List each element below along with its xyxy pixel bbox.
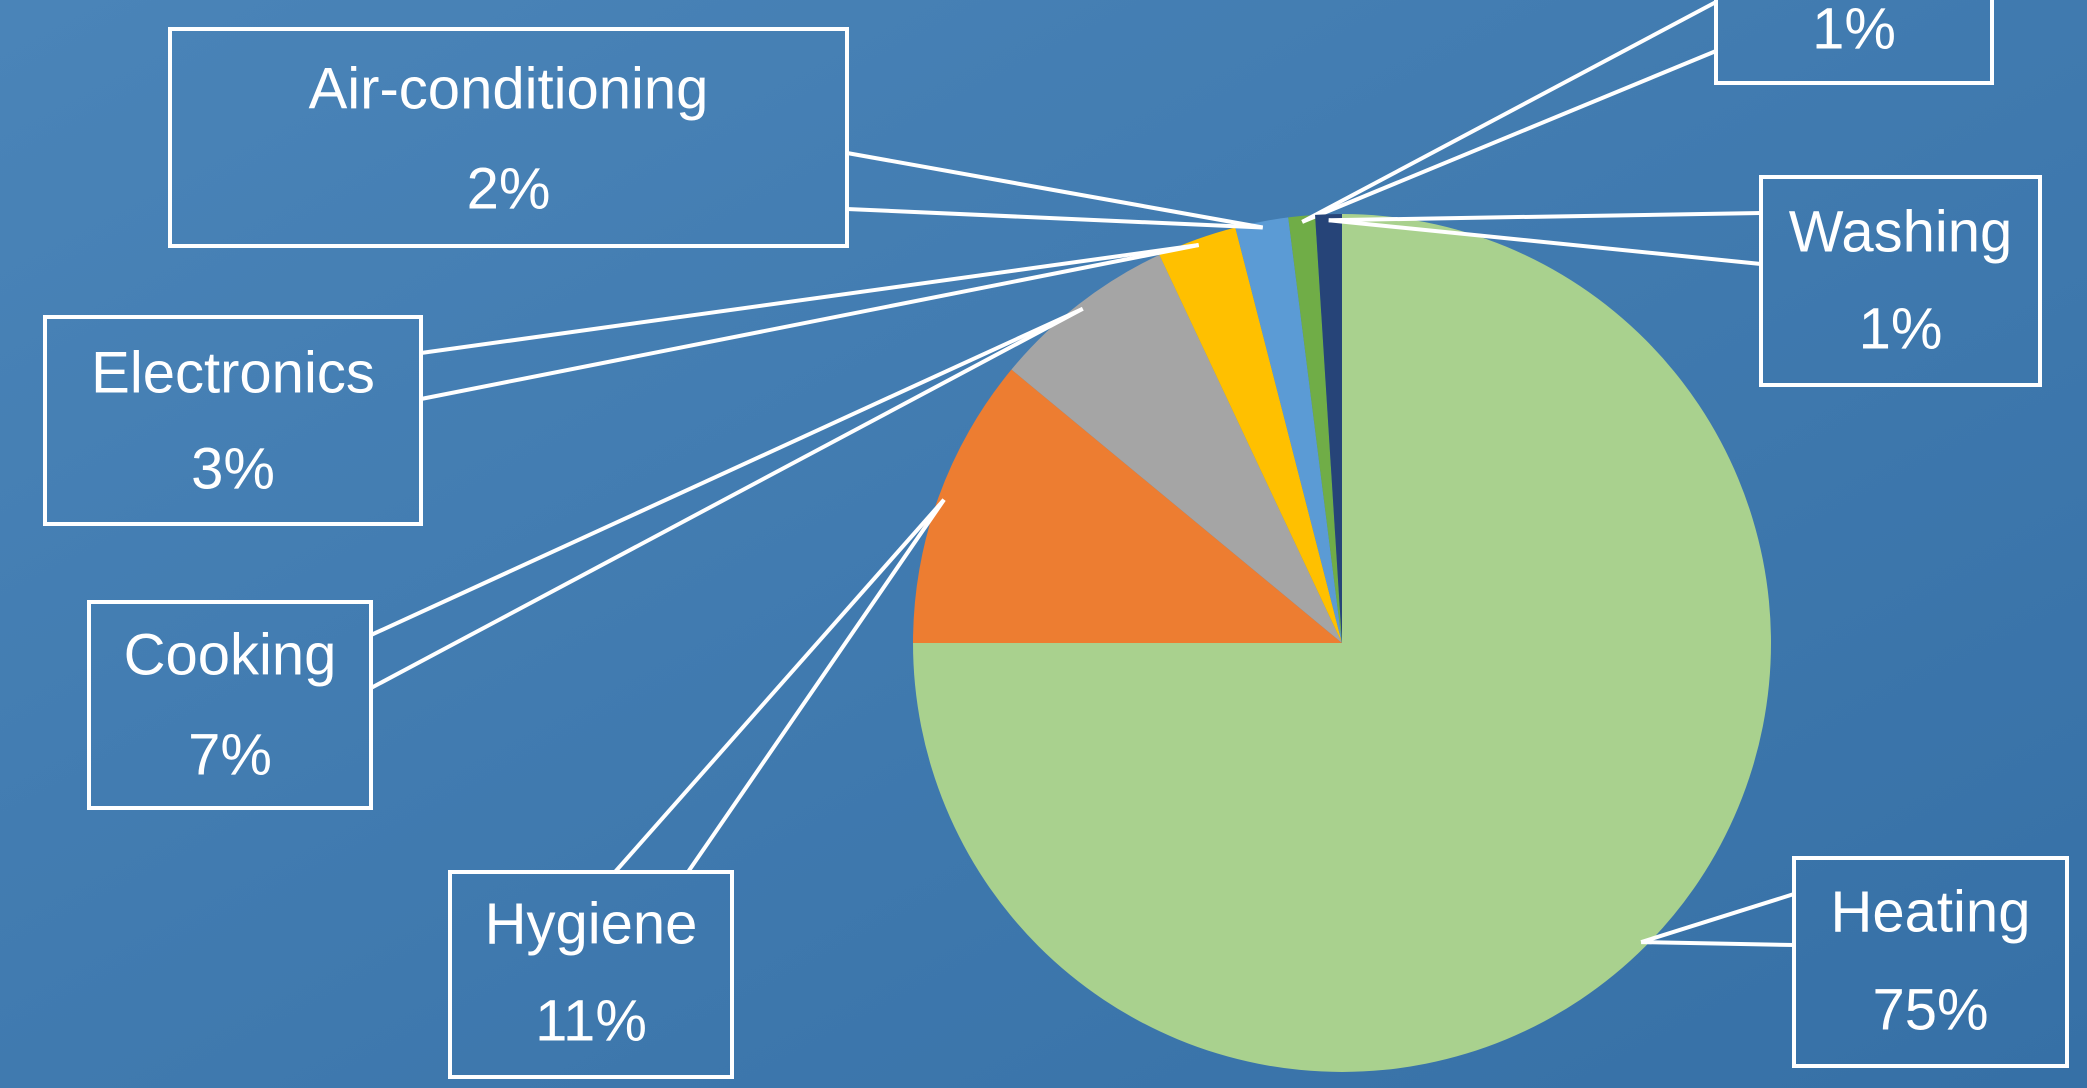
slice-name: Hygiene: [485, 891, 698, 956]
label-box: [87, 600, 373, 810]
label-box: [1792, 856, 2069, 1068]
slice-value-label: 2%: [467, 156, 551, 221]
leader-line: [370, 306, 1084, 637]
slice-value-label: 75%: [1872, 977, 1988, 1042]
leader-line: [1301, 0, 1717, 224]
label-box: [1759, 175, 2042, 387]
slice-name: Electronics: [91, 340, 375, 405]
pie-layer: Heating 75% Hygiene 11% Cooking 7% Electronics…: [43, 0, 2069, 1079]
leader-line: [846, 151, 1264, 230]
leader-line: [846, 207, 1263, 230]
leader-line: [370, 306, 1084, 690]
pie-slice: [1315, 214, 1342, 643]
label-box: [43, 315, 423, 526]
leader-line: [1301, 49, 1717, 224]
leader-line: [686, 498, 946, 874]
slice-value-label: 1%: [1812, 0, 1896, 61]
leader-line: [420, 243, 1199, 355]
slice-value-label: 11%: [535, 988, 647, 1053]
slice-name: Washing: [1789, 199, 2013, 264]
pie-slice: [1159, 227, 1342, 643]
leader-line: [1641, 940, 1795, 947]
label-box: [448, 870, 734, 1079]
pie-slice: [1011, 254, 1342, 643]
slice-value-label: 3%: [191, 436, 275, 501]
leader-line: [1640, 892, 1795, 945]
label-box: [1714, 0, 1994, 85]
slice-value-label: 7%: [188, 722, 272, 787]
slice-value-label: 1%: [1859, 296, 1943, 361]
slice-name: Cooking: [124, 622, 337, 687]
pie-slice: [1235, 217, 1342, 643]
label-box: [168, 27, 849, 248]
leader-line: [1328, 211, 1762, 223]
slice-name: Heating: [1831, 879, 2031, 944]
leader-line: [420, 243, 1200, 401]
slice-name: Air-conditioning: [309, 56, 709, 121]
leader-line: [1328, 218, 1762, 266]
pie-slice: [1288, 214, 1342, 643]
pie-slice: [913, 369, 1342, 643]
leader-line: [613, 498, 946, 874]
